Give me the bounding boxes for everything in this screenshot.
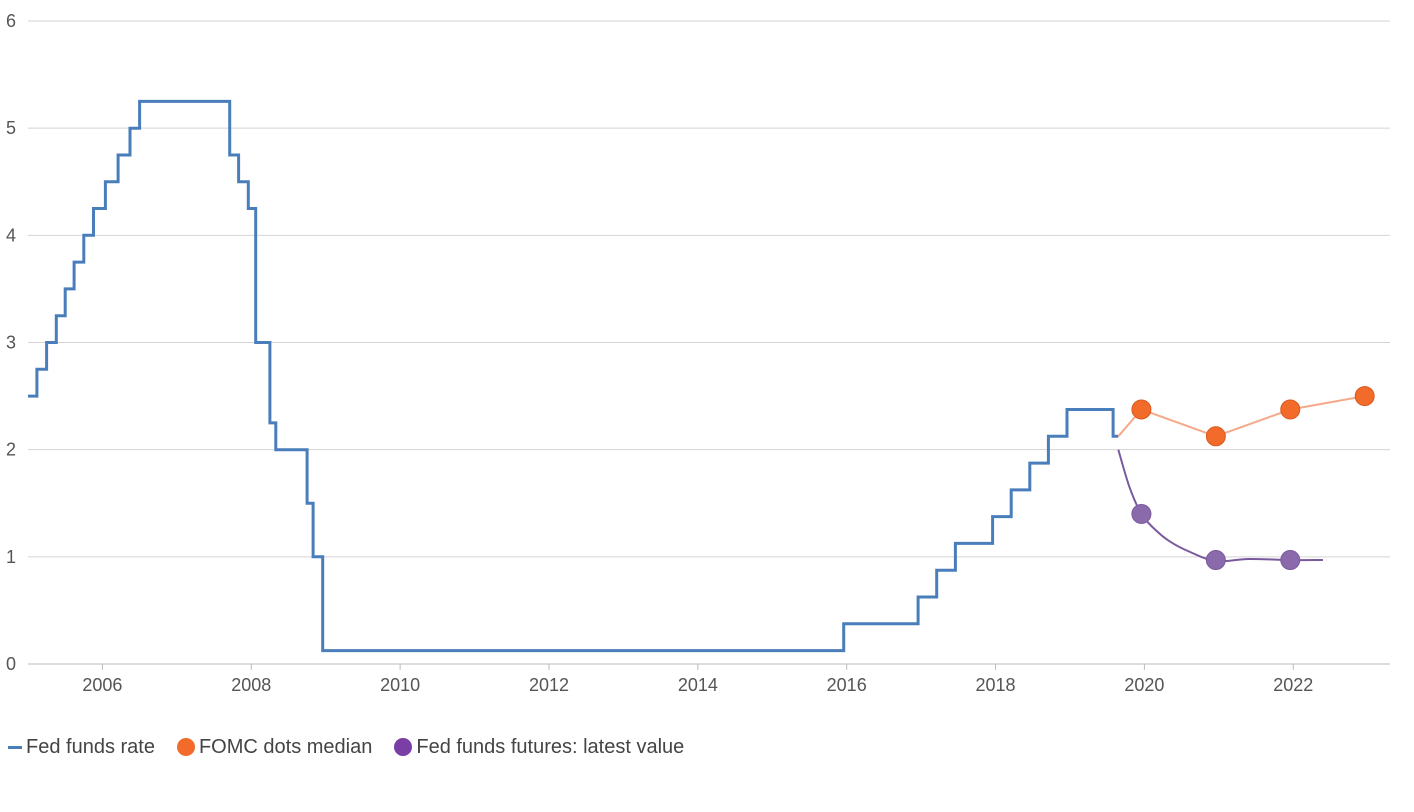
series-line-fomc-dots-median: [1117, 395, 1365, 438]
legend-item-fomc-dots-median[interactable]: FOMC dots median: [176, 735, 373, 759]
x-tick-label: 2014: [678, 675, 718, 695]
y-tick-label: 5: [6, 118, 16, 138]
y-tick-label: 1: [6, 547, 16, 567]
y-tick-label: 4: [6, 225, 16, 245]
y-tick-label: 2: [6, 440, 16, 460]
gridlines: [28, 20, 1390, 665]
x-tick-label: 2020: [1124, 675, 1164, 695]
series-line-fed-funds-rate: [28, 99, 1119, 653]
x-tick-label: 2018: [976, 675, 1016, 695]
data-point-fomc-dots-median[interactable]: [1131, 399, 1152, 420]
legend-item-fed-funds-rate[interactable]: Fed funds rate: [8, 736, 155, 759]
y-tick-label: 0: [6, 654, 16, 674]
x-tick-label: 2016: [827, 675, 867, 695]
legend-line-swatch: [8, 745, 22, 749]
legend-dot-swatch: [176, 738, 195, 756]
data-point-fomc-dots-median[interactable]: [1205, 426, 1226, 447]
legend-dot-swatch: [394, 738, 413, 756]
series-layer: [28, 99, 1375, 653]
x-tick-label: 2010: [380, 675, 420, 695]
y-tick-label: 6: [6, 11, 16, 31]
legend: Fed funds rate FOMC dots median Fed fund…: [8, 732, 706, 762]
data-point-fomc-dots-median[interactable]: [1280, 399, 1301, 420]
y-tick-label: 3: [6, 333, 16, 353]
data-point-fed-funds-futures[interactable]: [1131, 503, 1152, 524]
legend-label-fed-funds-futures: Fed funds futures: latest value: [416, 735, 685, 758]
x-tick-label: 2012: [529, 675, 569, 695]
data-point-fed-funds-futures[interactable]: [1205, 550, 1226, 571]
series-line-fed-funds-futures: [1117, 449, 1324, 563]
data-point-fomc-dots-median[interactable]: [1354, 386, 1375, 407]
axes: 0 1 2 3 4 5 6 2006 2008 2010 2012 2014 2016 2018 2020 2…: [6, 11, 1313, 695]
x-tick-label: 2022: [1273, 675, 1313, 695]
legend-label-fomc-dots-median: FOMC dots median: [198, 735, 373, 758]
legend-item-fed-funds-futures[interactable]: Fed funds futures: latest value: [394, 736, 684, 759]
legend-label-fed-funds-rate: Fed funds rate: [26, 735, 155, 758]
x-tick-label: 2006: [82, 675, 122, 695]
data-point-fed-funds-futures[interactable]: [1280, 550, 1301, 571]
x-tick-label: 2008: [231, 675, 271, 695]
